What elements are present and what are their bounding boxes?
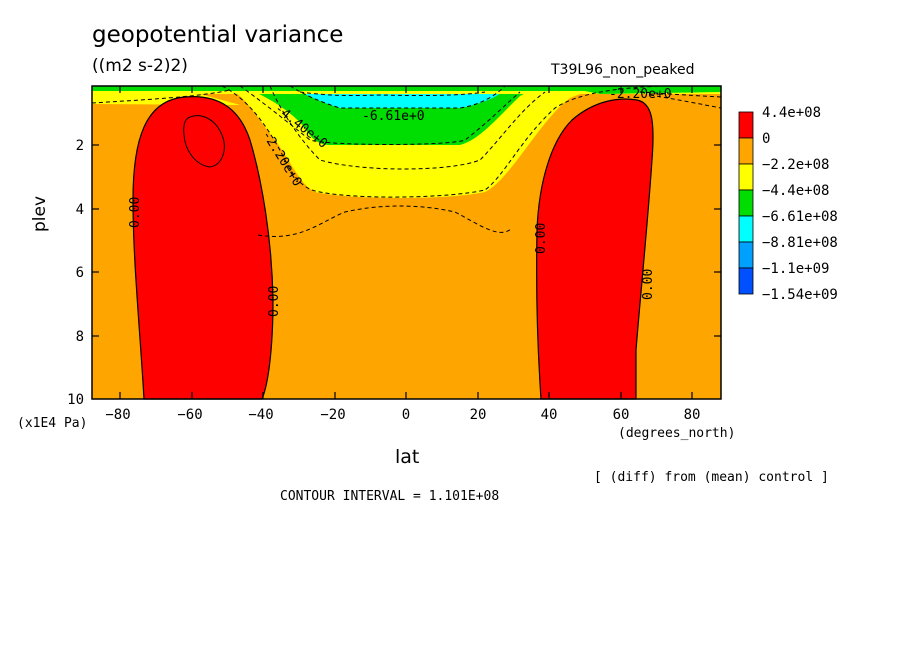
legend-label: −1.1e+09 — [762, 261, 829, 277]
legend-swatch — [738, 189, 754, 217]
x-tick-label: −40 — [248, 407, 273, 423]
x-tick-label: −60 — [177, 407, 202, 423]
x-tick-label: 0 — [402, 407, 410, 423]
y-tick-label: 10 — [67, 392, 84, 408]
contour-interval: CONTOUR INTERVAL = 1.101E+08 — [280, 489, 500, 504]
legend-swatch — [738, 215, 754, 243]
x-tick-label: −80 — [105, 407, 130, 423]
legend-swatch — [738, 163, 754, 191]
x-tick-label: 40 — [541, 407, 558, 423]
x-axis-label: lat — [395, 446, 420, 468]
y-tick-label: 4 — [76, 202, 84, 218]
y-axis-unit: (x1E4 Pa) — [17, 416, 88, 431]
contour-label: 0.00 — [641, 269, 656, 300]
x-tick-label: 60 — [613, 407, 630, 423]
legend-swatch — [738, 267, 754, 295]
legend-swatch — [738, 111, 754, 139]
chart-units: ((m2 s-2)2) — [92, 56, 188, 76]
run-label: T39L96_non_peaked — [551, 62, 695, 78]
contour-label: 0.00 — [534, 223, 549, 254]
x-tick-label: 20 — [470, 407, 487, 423]
y-tick-label: 6 — [76, 265, 84, 281]
contour-label: -6.61e+0 — [362, 109, 425, 124]
legend-label: −8.81e+08 — [762, 235, 838, 251]
positive-contour-south-inner — [183, 115, 225, 168]
x-axis-unit: (degrees_north) — [618, 426, 736, 441]
x-tick-label: −20 — [320, 407, 345, 423]
legend-swatch — [738, 137, 754, 165]
x-tick-label: 80 — [684, 407, 701, 423]
contour-label: 0.00 — [267, 286, 282, 317]
legend-swatch — [738, 241, 754, 269]
red-lobe-south — [132, 96, 274, 400]
negative-contours — [91, 85, 722, 237]
chart-title: geopotential variance — [92, 22, 344, 48]
legend-label: 0 — [762, 131, 770, 147]
legend-label: −1.54e+09 — [762, 287, 838, 303]
y-tick-label: 2 — [76, 138, 84, 154]
legend-label: −2.2e+08 — [762, 157, 829, 173]
red-lobe-north — [536, 98, 654, 400]
contour-label: -2.20e+0 — [609, 87, 672, 102]
contour-label: 0.00 — [128, 197, 143, 228]
legend-label: 4.4e+08 — [762, 105, 821, 121]
diff-note: [ (diff) from (mean) control ] — [594, 470, 829, 485]
legend-label: −4.4e+08 — [762, 183, 829, 199]
legend-label: −6.61e+08 — [762, 209, 838, 225]
tick-marks — [92, 86, 721, 399]
y-tick-label: 8 — [76, 329, 84, 345]
color-legend — [738, 111, 754, 295]
